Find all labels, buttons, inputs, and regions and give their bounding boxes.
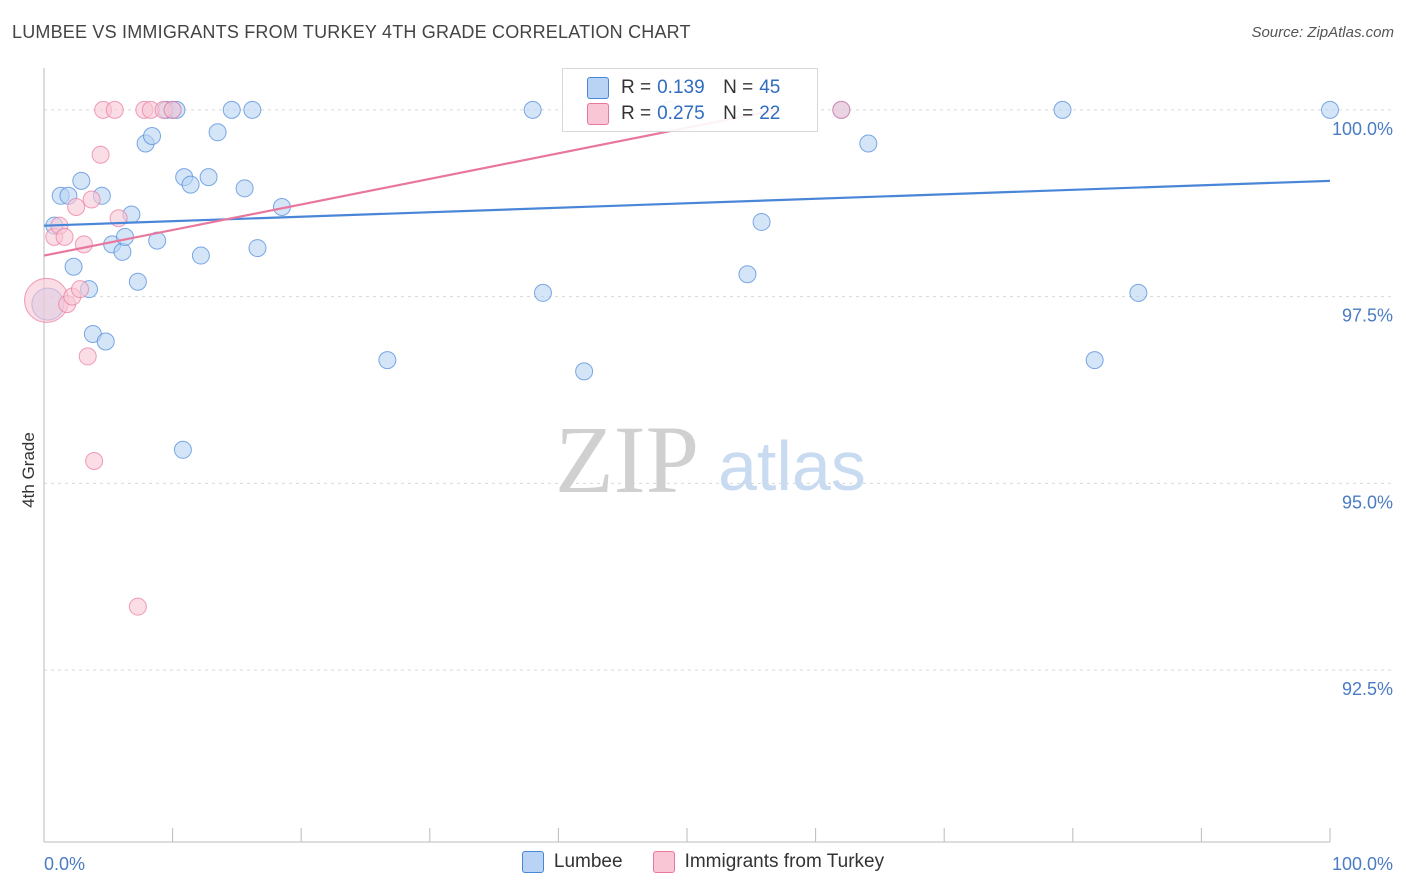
- watermark-zip: ZIP: [555, 406, 699, 513]
- n-value: 22: [759, 103, 781, 124]
- chart-title: LUMBEE VS IMMIGRANTS FROM TURKEY 4TH GRA…: [12, 22, 691, 42]
- lumbee-point: [113, 242, 132, 261]
- lumbee-point: [243, 100, 262, 119]
- lumbee-swatch-icon: [587, 77, 609, 99]
- turkey-point: [67, 198, 86, 216]
- turkey-point: [128, 597, 147, 616]
- lumbee-point: [1085, 351, 1104, 370]
- y-tick-label: 100.0%: [1332, 119, 1393, 139]
- lumbee-point: [235, 179, 254, 198]
- data-points: [24, 100, 1339, 616]
- n-label: N =: [723, 77, 754, 98]
- lumbee-point: [143, 127, 162, 146]
- turkey-swatch-icon: [652, 851, 675, 873]
- axes: [43, 68, 1331, 843]
- lumbee-point: [128, 272, 147, 291]
- turkey-point: [91, 145, 110, 164]
- lumbee-point: [199, 168, 218, 187]
- source-label: Source: ZipAtlas.com: [1251, 24, 1394, 41]
- lumbee-point: [1129, 283, 1148, 302]
- lumbee-point: [523, 100, 542, 119]
- turkey-point: [832, 100, 851, 119]
- turkey-point: [82, 190, 101, 209]
- x-tick-label-start: 0.0%: [44, 854, 85, 874]
- lumbee-point: [181, 175, 200, 194]
- lumbee-point: [72, 171, 91, 190]
- x-tick-label-end: 100.0%: [1332, 854, 1393, 874]
- correlation-legend: R = 0.139 N = 45 R = 0.275 N = 22: [562, 68, 818, 132]
- n-label: N =: [723, 103, 754, 124]
- lumbee-point: [222, 100, 241, 119]
- lumbee-point: [575, 362, 594, 381]
- lumbee-point: [1321, 100, 1339, 119]
- legend-item-lumbee[interactable]: Lumbee: [521, 851, 623, 873]
- r-value: 0.139: [657, 77, 705, 98]
- lumbee-swatch-icon: [521, 851, 544, 873]
- turkey-point: [71, 280, 90, 299]
- lumbee-point: [64, 257, 83, 276]
- tick-labels: 100.0% 97.5% 95.0% 92.5% 0.0% 100.0%: [44, 119, 1393, 874]
- lumbee-point: [378, 351, 397, 370]
- y-tick-label: 95.0%: [1342, 492, 1393, 512]
- watermark-atlas: atlas: [718, 427, 866, 505]
- lumbee-point: [1053, 100, 1072, 119]
- legend-label-lumbee: Lumbee: [553, 851, 623, 872]
- lumbee-point: [173, 440, 192, 459]
- lumbee-point: [752, 212, 771, 231]
- turkey-swatch-icon: [587, 103, 609, 125]
- r-value: 0.275: [657, 103, 705, 124]
- turkey-trend-line: [43, 108, 778, 257]
- turkey-point: [105, 100, 124, 119]
- turkey-point: [74, 235, 93, 254]
- lumbee-trend-line: [43, 179, 1331, 227]
- series-legend: Lumbee Immigrants from Turkey: [0, 851, 1406, 873]
- turkey-point: [85, 452, 104, 470]
- lumbee-point: [191, 246, 210, 265]
- lumbee-point: [533, 283, 552, 302]
- lumbee-point: [859, 134, 878, 153]
- legend-row-lumbee: R = 0.139 N = 45: [587, 76, 825, 100]
- legend-row-turkey: R = 0.275 N = 22: [587, 102, 825, 126]
- r-label: R =: [621, 103, 652, 124]
- lumbee-point: [208, 123, 227, 142]
- turkey-point: [163, 100, 182, 119]
- legend-item-turkey[interactable]: Immigrants from Turkey: [652, 851, 885, 873]
- turkey-point: [55, 227, 74, 246]
- n-value: 45: [759, 77, 781, 98]
- trend-lines: [43, 108, 1331, 257]
- r-label: R =: [621, 77, 652, 98]
- legend-label-turkey: Immigrants from Turkey: [684, 851, 885, 872]
- y-tick-label: 92.5%: [1342, 679, 1393, 699]
- y-tick-label: 97.5%: [1342, 306, 1393, 326]
- lumbee-point: [248, 239, 267, 258]
- y-axis-label: 4th Grade: [19, 432, 38, 508]
- turkey-point: [78, 347, 97, 366]
- lumbee-point: [738, 265, 757, 284]
- lumbee-point: [96, 332, 115, 351]
- lumbee-point: [116, 227, 135, 246]
